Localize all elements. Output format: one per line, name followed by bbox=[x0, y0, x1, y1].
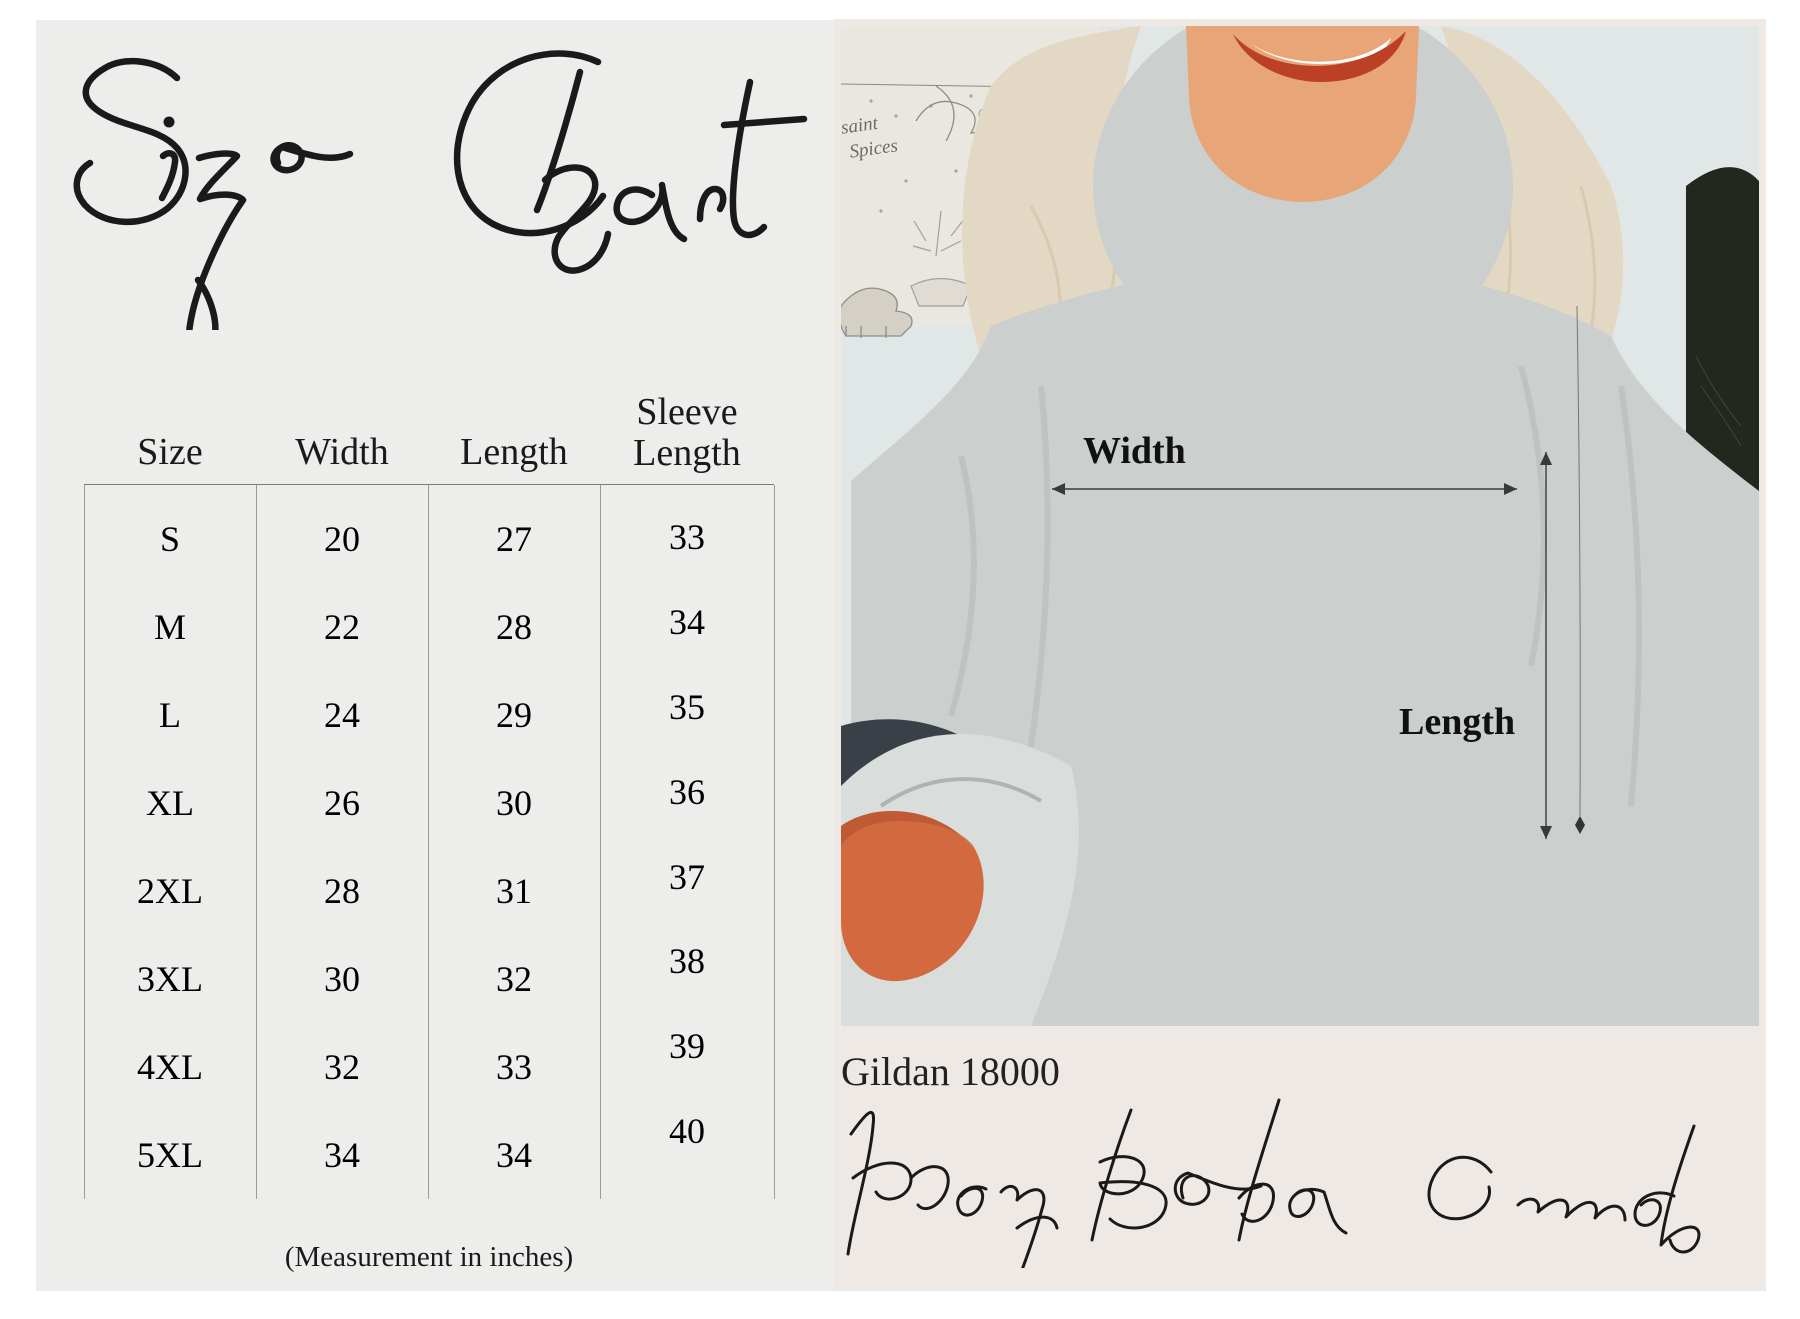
svg-text:Width: Width bbox=[1083, 430, 1186, 472]
svg-text:Length: Length bbox=[1399, 701, 1515, 743]
